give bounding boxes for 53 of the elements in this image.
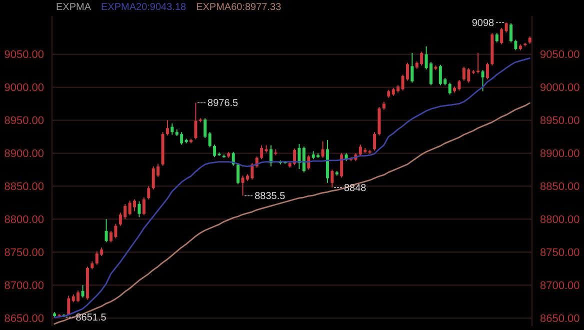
annotation: 9098	[472, 18, 495, 30]
candlestick	[170, 123, 174, 136]
candlestick	[142, 196, 146, 216]
candlestick	[302, 146, 306, 173]
y2-tick-label: 8700.00	[540, 280, 580, 292]
y2-tick-label: 9050.00	[540, 49, 580, 62]
candlestick	[373, 132, 376, 152]
candlestick	[147, 186, 150, 200]
y-tick-label: 9050.00	[4, 49, 44, 62]
text: EXPMA20:9043.18	[101, 2, 186, 13]
y-tick-label: 8900.00	[4, 148, 44, 160]
candlestick	[410, 52, 414, 84]
text: EXPMA60:8977.33	[196, 2, 282, 13]
candlestick	[213, 144, 216, 158]
candlestick	[260, 144, 264, 160]
y2-tick-label: 8750.00	[540, 247, 580, 260]
candlestick	[194, 102, 198, 140]
y-tick-label: 9000.00	[4, 82, 44, 94]
candlestick	[486, 62, 489, 80]
y-tick-label: 8750.00	[4, 247, 44, 260]
annotation: 8848	[344, 182, 367, 194]
annotation: 8651.5	[76, 312, 107, 324]
candlestick	[208, 132, 212, 148]
candlestick	[514, 39, 518, 51]
annotation: 8835.5	[254, 191, 286, 202]
candlestick	[495, 32, 498, 43]
y2-tick-label: 8850.00	[540, 181, 580, 194]
y-tick-label: 8650.00	[4, 312, 44, 325]
candlestick	[510, 22, 513, 43]
y2-tick-label: 8950.00	[540, 115, 580, 128]
y2-tick-label: 8650.00	[540, 312, 580, 325]
y2-tick-label: 9000.00	[540, 82, 580, 94]
candlestick	[448, 82, 452, 95]
y-tick-label: 8850.00	[4, 181, 44, 194]
candlestick	[138, 200, 141, 218]
annotation: 8976.5	[208, 98, 239, 110]
candlestick	[270, 144, 273, 167]
y2-tick-label: 8900.00	[540, 148, 580, 160]
candlestick	[481, 70, 484, 92]
y-tick-label: 8950.00	[4, 115, 44, 128]
candlestick	[330, 169, 334, 188]
candlestick	[340, 152, 344, 178]
y-tick-label: 8800.00	[4, 214, 44, 226]
candlestick	[166, 120, 169, 136]
candlestick	[500, 27, 504, 45]
candlestick	[321, 140, 324, 158]
candlestick	[504, 22, 508, 33]
legend-title: EXPMA	[56, 2, 92, 13]
y-tick-label: 8700.00	[4, 280, 44, 292]
candlestick	[81, 284, 84, 298]
candlestick	[104, 218, 108, 243]
candlestick	[204, 118, 207, 139]
y2-tick-label: 8800.00	[540, 214, 580, 226]
